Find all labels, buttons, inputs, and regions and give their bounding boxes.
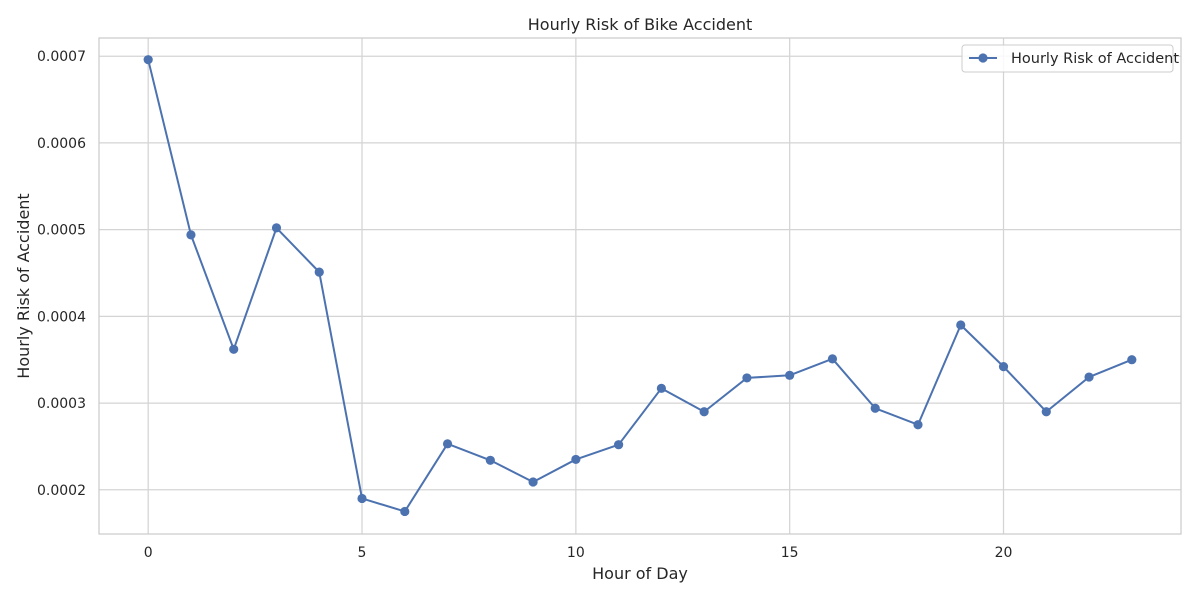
plot-frame bbox=[98, 37, 1182, 535]
data-point bbox=[956, 320, 966, 330]
data-point bbox=[699, 407, 709, 417]
data-point bbox=[571, 454, 581, 465]
series-layer bbox=[143, 55, 1137, 517]
data-point bbox=[913, 420, 923, 430]
data-point bbox=[271, 223, 282, 233]
y-axis-ticks: 0.0002 0.0003 0.0004 0.0005 0.0006 0.0007 bbox=[37, 49, 86, 499]
grid bbox=[99, 38, 1181, 534]
data-point bbox=[357, 493, 367, 504]
data-point bbox=[528, 477, 538, 487]
y-tick-label: 0.0006 bbox=[37, 136, 86, 152]
x-tick-label: 5 bbox=[358, 545, 367, 561]
data-point bbox=[314, 267, 324, 277]
data-point bbox=[1084, 372, 1094, 382]
x-tick-label: 20 bbox=[995, 545, 1013, 561]
data-point bbox=[1041, 407, 1051, 417]
y-tick-label: 0.0003 bbox=[37, 396, 86, 412]
x-tick-label: 0 bbox=[144, 545, 153, 561]
legend-label: Hourly Risk of Accident bbox=[1011, 51, 1179, 67]
data-point bbox=[229, 344, 239, 354]
data-point bbox=[827, 354, 838, 364]
y-tick-label: 0.0005 bbox=[37, 223, 86, 239]
x-tick-label: 15 bbox=[781, 545, 799, 561]
data-point bbox=[656, 383, 666, 393]
x-tick-label: 10 bbox=[567, 545, 585, 561]
data-point bbox=[998, 362, 1009, 372]
y-tick-label: 0.0002 bbox=[37, 483, 86, 499]
data-point bbox=[485, 455, 495, 465]
data-point bbox=[143, 55, 153, 65]
legend: Hourly Risk of Accident bbox=[961, 44, 1179, 73]
data-point bbox=[614, 440, 624, 450]
x-axis-ticks: 0 5 10 15 20 bbox=[144, 545, 1013, 561]
data-point bbox=[400, 506, 410, 517]
y-tick-label: 0.0004 bbox=[37, 309, 86, 325]
data-point bbox=[742, 373, 752, 383]
y-axis-label: Hourly Risk of Accident bbox=[14, 193, 33, 378]
legend-box bbox=[961, 44, 1174, 73]
y-tick-label: 0.0007 bbox=[37, 49, 86, 65]
legend-marker-icon bbox=[978, 53, 988, 63]
series-line bbox=[147, 59, 1133, 513]
x-axis-label: Hour of Day bbox=[592, 564, 688, 583]
data-point bbox=[186, 230, 196, 240]
chart-title: Hourly Risk of Bike Accident bbox=[528, 15, 752, 34]
data-point bbox=[442, 439, 453, 449]
data-point bbox=[870, 403, 880, 413]
data-point bbox=[1127, 355, 1137, 365]
data-point bbox=[785, 370, 795, 380]
